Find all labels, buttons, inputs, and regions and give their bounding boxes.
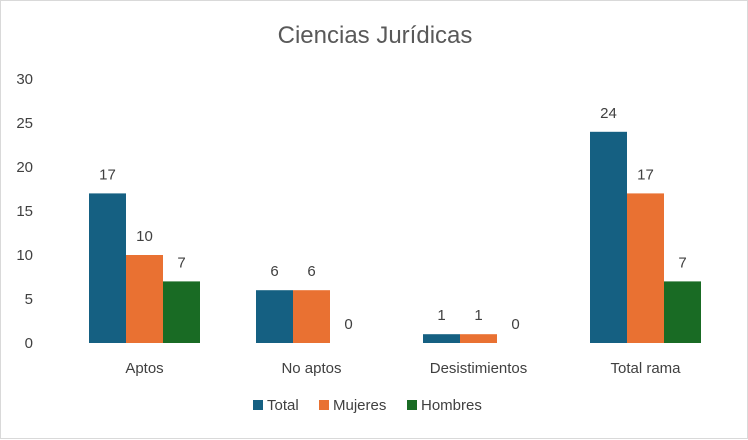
x-category-label: No aptos: [281, 360, 341, 377]
legend: Total Mujeres Hombres: [253, 397, 482, 414]
bar-total-1: [256, 290, 293, 343]
bar-mujeres-3: [627, 193, 664, 343]
data-label: 17: [99, 166, 116, 183]
data-label: 1: [437, 307, 445, 324]
y-tick-label: 30: [16, 71, 33, 88]
bars: [89, 131, 701, 343]
data-label: 1: [474, 307, 482, 324]
data-label: 7: [177, 254, 185, 271]
data-label: 6: [270, 263, 278, 280]
y-tick-label: 0: [25, 335, 33, 352]
y-tick-label: 25: [16, 115, 33, 132]
y-tick-label: 5: [25, 291, 33, 308]
data-label: 6: [307, 263, 315, 280]
bar-mujeres-2: [460, 334, 497, 343]
bar-hombres-0: [163, 281, 200, 343]
y-axis: 0 5 10 15 20 25 30: [16, 71, 33, 352]
legend-label-hombres: Hombres: [421, 397, 482, 414]
legend-label-total: Total: [267, 397, 299, 414]
legend-swatch-total: [253, 400, 263, 410]
bar-mujeres-1: [293, 290, 330, 343]
bar-hombres-3: [664, 281, 701, 343]
bar-total-2: [423, 334, 460, 343]
y-tick-label: 20: [16, 159, 33, 176]
y-tick-label: 15: [16, 203, 33, 220]
data-label: 7: [678, 254, 686, 271]
chart-title: Ciencias Jurídicas: [278, 22, 473, 49]
bar-total-0: [89, 193, 126, 343]
y-tick-label: 10: [16, 247, 33, 264]
x-category-label: Desistimientos: [430, 360, 528, 377]
data-label: 0: [344, 316, 352, 333]
x-category-label: Total rama: [610, 360, 681, 377]
legend-label-mujeres: Mujeres: [333, 397, 386, 414]
legend-swatch-mujeres: [319, 400, 329, 410]
legend-swatch-hombres: [407, 400, 417, 410]
bar-mujeres-0: [126, 255, 163, 343]
x-category-label: Aptos: [125, 360, 163, 377]
data-label: 0: [511, 316, 519, 333]
x-axis: Aptos No aptos Desistimientos Total rama: [125, 360, 681, 377]
data-label: 10: [136, 228, 153, 245]
data-label: 24: [600, 105, 617, 122]
bar-total-3: [590, 131, 627, 343]
data-label: 17: [637, 166, 654, 183]
